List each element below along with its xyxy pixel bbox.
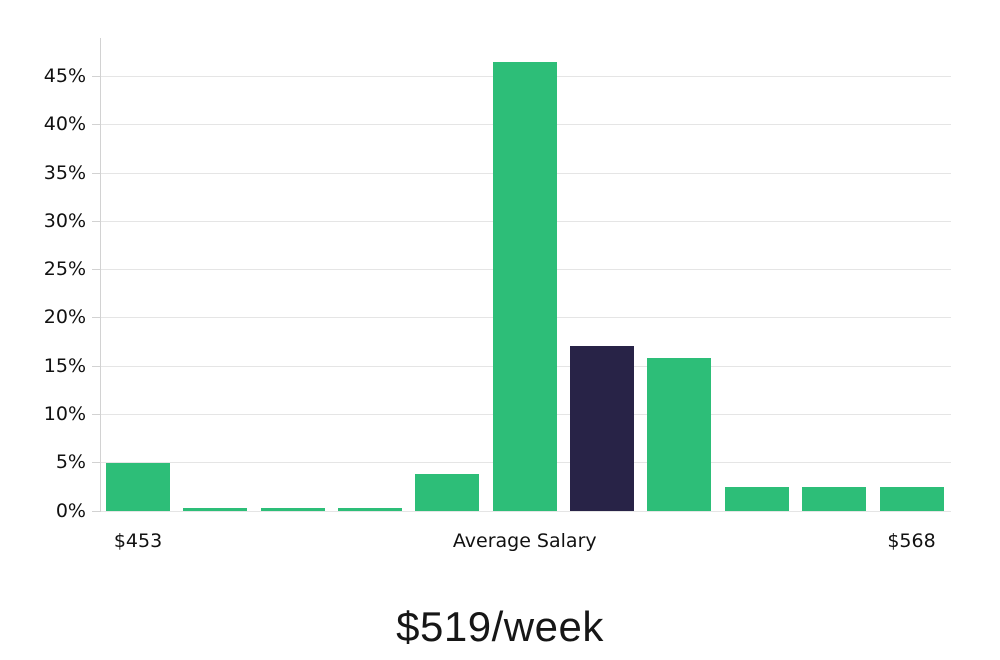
y-tick-mark xyxy=(92,220,100,222)
bar xyxy=(647,357,712,511)
y-tick-mark xyxy=(92,413,100,415)
bar xyxy=(802,486,867,511)
y-tick-label: 45% xyxy=(43,65,86,88)
bar xyxy=(183,508,248,511)
y-tick-mark xyxy=(92,317,100,319)
y-tick-mark xyxy=(92,462,100,464)
y-tick-mark xyxy=(92,172,100,174)
bar xyxy=(415,474,480,511)
bar xyxy=(338,508,403,511)
y-tick-label: 20% xyxy=(43,306,86,329)
bar xyxy=(260,508,325,511)
y-tick-label: 5% xyxy=(55,451,86,474)
x-tick-label: Average Salary xyxy=(452,530,597,552)
plot-area xyxy=(100,38,951,512)
y-tick-mark xyxy=(92,76,100,78)
y-tick-label: 15% xyxy=(43,354,86,377)
y-axis-line xyxy=(100,38,101,512)
y-tick-label: 10% xyxy=(43,402,86,425)
y-tick-label: 0% xyxy=(55,499,86,522)
y-tick-label: 30% xyxy=(43,209,86,232)
y-tick-mark xyxy=(92,269,100,271)
chart-title: $519/week xyxy=(396,603,604,650)
bar xyxy=(879,486,944,511)
y-tick-mark xyxy=(92,510,100,512)
y-tick-label: 35% xyxy=(43,161,86,184)
x-tick-label: $453 xyxy=(113,530,163,552)
y-tick-label: 25% xyxy=(43,258,86,281)
bar xyxy=(724,486,789,511)
y-tick-label: 40% xyxy=(43,113,86,136)
bar xyxy=(106,462,170,511)
bar xyxy=(492,62,557,511)
y-tick-mark xyxy=(92,365,100,367)
x-tick-label: $568 xyxy=(887,530,936,552)
bar-highlight xyxy=(570,345,635,511)
y-tick-mark xyxy=(92,124,100,126)
gridline-0% xyxy=(100,510,951,512)
